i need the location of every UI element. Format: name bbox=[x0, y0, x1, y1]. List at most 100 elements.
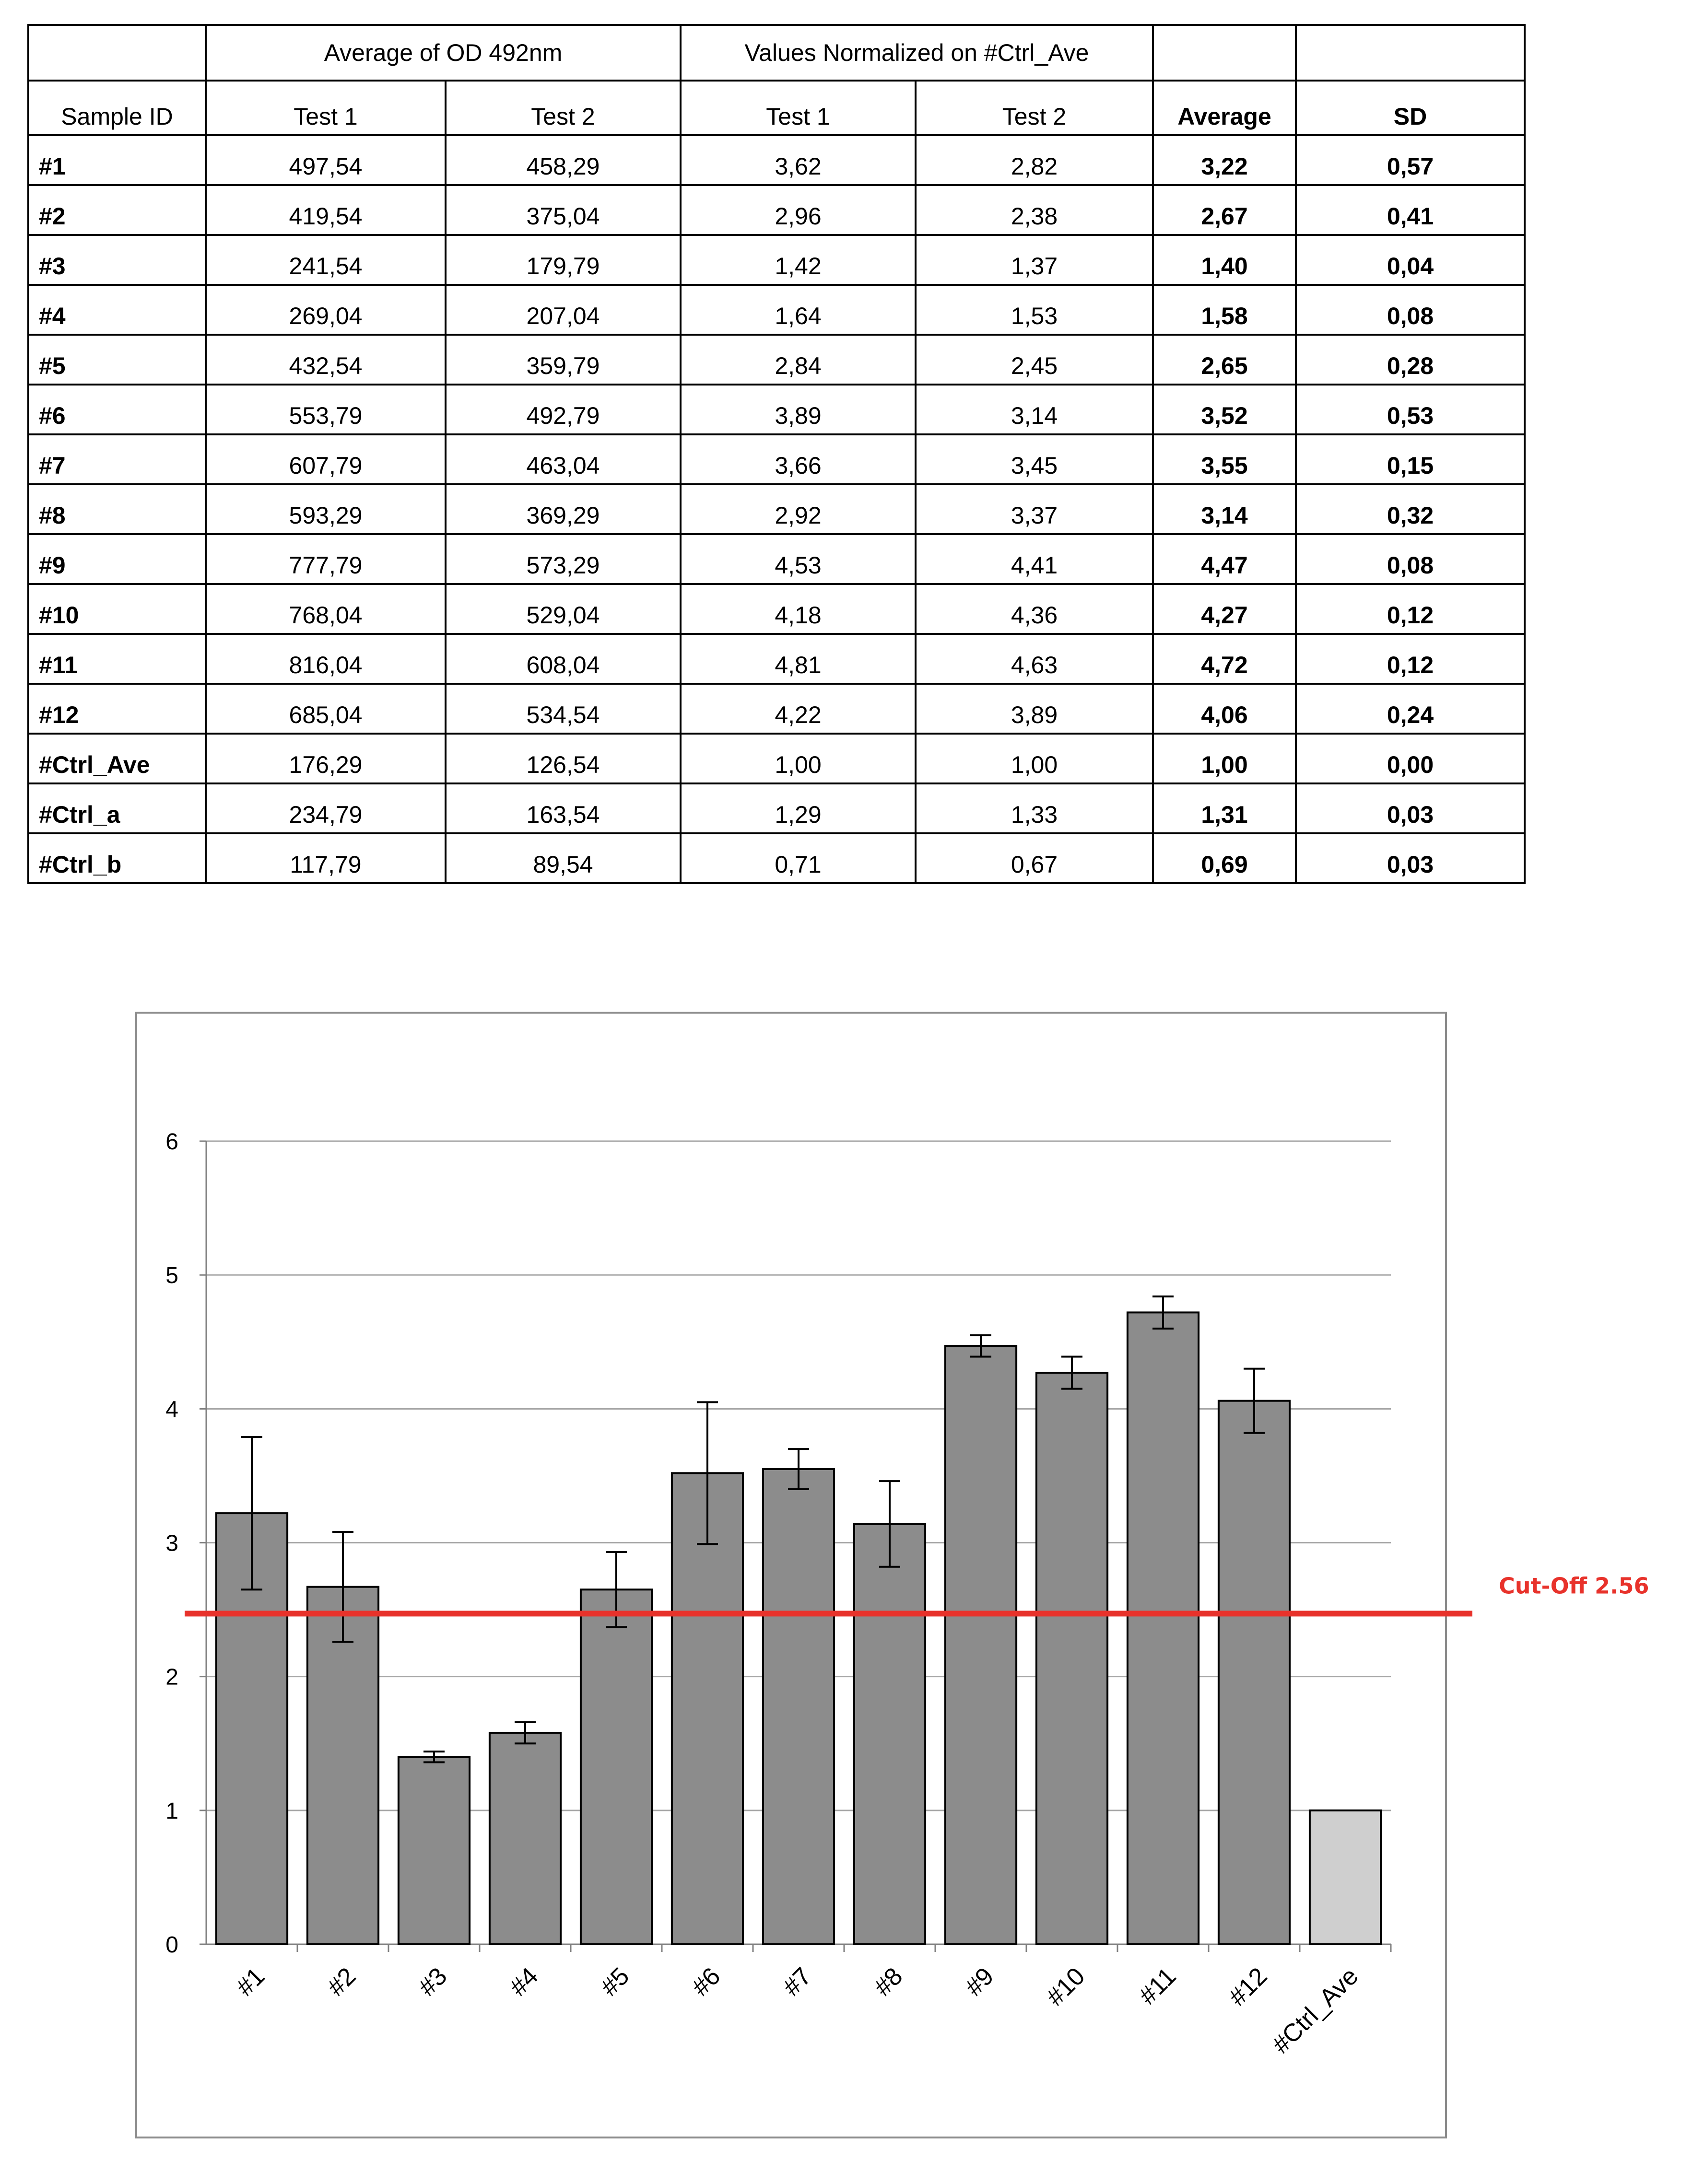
sd-cell: 0,03 bbox=[1295, 783, 1526, 834]
table-row: #4 269,04 207,04 1,64 1,53 1,58 0,08 bbox=[27, 284, 1526, 336]
od-value-cell: 553,79 bbox=[205, 384, 447, 435]
cutoff-label: Cut-Off 2.56 bbox=[1499, 1573, 1649, 1599]
bar bbox=[397, 1756, 471, 1945]
table-row: #3 241,54 179,79 1,42 1,37 1,40 0,04 bbox=[27, 234, 1526, 286]
table-row: #Ctrl_Ave 176,29 126,54 1,00 1,00 1,00 0,00 bbox=[27, 733, 1526, 784]
table-row: #5 432,54 359,79 2,84 2,45 2,65 0,28 bbox=[27, 334, 1526, 385]
normalized-value-cell: 3,66 bbox=[680, 433, 917, 485]
normalized-value-cell: 4,81 bbox=[680, 633, 917, 685]
x-category-label: #2 bbox=[322, 1962, 362, 2001]
y-tick-label: 0 bbox=[165, 1932, 178, 1958]
col-header-norm-test1: Test 1 bbox=[680, 80, 917, 136]
od-value-cell: 359,79 bbox=[445, 334, 682, 385]
col-header-od-test2: Test 2 bbox=[445, 80, 682, 136]
sd-cell: 0,15 bbox=[1295, 433, 1526, 485]
table-row: #Ctrl_b 117,79 89,54 0,71 0,67 0,69 0,03 bbox=[27, 832, 1526, 884]
results-table: Average of OD 492nm Values Normalized on… bbox=[27, 24, 1526, 884]
x-category-label: #4 bbox=[505, 1962, 544, 2001]
normalized-value-cell: 4,18 bbox=[680, 583, 917, 635]
table-row: #11 816,04 608,04 4,81 4,63 4,72 0,12 bbox=[27, 633, 1526, 685]
sd-cell: 0,28 bbox=[1295, 334, 1526, 385]
normalized-value-cell: 2,92 bbox=[680, 483, 917, 535]
chart-frame: 0 1 2 3 4 5 6 #1 #2 #3 #4 #5 #6 #7 #8 #9 #10 #11 #12 #Ctrl_… bbox=[135, 1012, 1447, 2138]
average-cell: 3,52 bbox=[1152, 384, 1297, 435]
sample-id-cell: #10 bbox=[27, 583, 207, 635]
sample-id-cell: #9 bbox=[27, 533, 207, 585]
normalized-value-cell: 4,41 bbox=[914, 533, 1154, 585]
average-cell: 4,72 bbox=[1152, 633, 1297, 685]
od-value-cell: 458,29 bbox=[445, 134, 682, 186]
table-row: #Ctrl_a 234,79 163,54 1,29 1,33 1,31 0,03 bbox=[27, 783, 1526, 834]
x-category-label: #5 bbox=[596, 1962, 635, 2001]
od-value-cell: 207,04 bbox=[445, 284, 682, 336]
bar bbox=[762, 1468, 835, 1945]
normalized-value-cell: 1,42 bbox=[680, 234, 917, 286]
x-category-label: #8 bbox=[869, 1962, 908, 2001]
od-value-cell: 608,04 bbox=[445, 633, 682, 685]
od-value-cell: 176,29 bbox=[205, 733, 447, 784]
normalized-value-cell: 4,53 bbox=[680, 533, 917, 585]
normalized-value-cell: 0,71 bbox=[680, 832, 917, 884]
table-row: #2 419,54 375,04 2,96 2,38 2,67 0,41 bbox=[27, 184, 1526, 236]
sample-id-cell: #11 bbox=[27, 633, 207, 685]
sd-cell: 0,04 bbox=[1295, 234, 1526, 286]
average-cell: 3,55 bbox=[1152, 433, 1297, 485]
od-value-cell: 179,79 bbox=[445, 234, 682, 286]
table-row: #7 607,79 463,04 3,66 3,45 3,55 0,15 bbox=[27, 433, 1526, 485]
average-cell: 4,27 bbox=[1152, 583, 1297, 635]
sd-cell: 0,00 bbox=[1295, 733, 1526, 784]
average-cell: 1,58 bbox=[1152, 284, 1297, 336]
y-tick-label: 3 bbox=[165, 1531, 178, 1556]
bar bbox=[1308, 1809, 1382, 1946]
x-category-label: #7 bbox=[778, 1962, 817, 2001]
od-value-cell: 534,54 bbox=[445, 683, 682, 735]
col-header-sd: SD bbox=[1295, 80, 1526, 136]
sample-id-cell: #5 bbox=[27, 334, 207, 385]
bar bbox=[306, 1586, 380, 1945]
normalized-value-cell: 2,38 bbox=[914, 184, 1154, 236]
od-value-cell: 777,79 bbox=[205, 533, 447, 585]
od-value-cell: 685,04 bbox=[205, 683, 447, 735]
od-value-cell: 432,54 bbox=[205, 334, 447, 385]
sd-cell: 0,32 bbox=[1295, 483, 1526, 535]
y-tick-label: 2 bbox=[165, 1665, 178, 1690]
sample-id-cell: #6 bbox=[27, 384, 207, 435]
normalized-value-cell: 1,64 bbox=[680, 284, 917, 336]
normalized-value-cell: 3,14 bbox=[914, 384, 1154, 435]
normalized-value-cell: 0,67 bbox=[914, 832, 1154, 884]
normalized-value-cell: 3,37 bbox=[914, 483, 1154, 535]
group-header-od: Average of OD 492nm bbox=[205, 24, 682, 82]
sample-id-cell: #Ctrl_Ave bbox=[27, 733, 207, 784]
col-header-sample-id: Sample ID bbox=[27, 80, 207, 136]
sd-cell: 0,41 bbox=[1295, 184, 1526, 236]
normalized-value-cell: 1,53 bbox=[914, 284, 1154, 336]
table-row: #1 497,54 458,29 3,62 2,82 3,22 0,57 bbox=[27, 134, 1526, 186]
od-value-cell: 419,54 bbox=[205, 184, 447, 236]
y-tick-label: 5 bbox=[165, 1263, 178, 1288]
od-value-cell: 816,04 bbox=[205, 633, 447, 685]
od-value-cell: 126,54 bbox=[445, 733, 682, 784]
bar bbox=[488, 1731, 562, 1945]
average-cell: 2,67 bbox=[1152, 184, 1297, 236]
average-cell: 1,00 bbox=[1152, 733, 1297, 784]
od-value-cell: 497,54 bbox=[205, 134, 447, 186]
average-cell: 1,40 bbox=[1152, 234, 1297, 286]
table-group-header-row: Average of OD 492nm Values Normalized on… bbox=[27, 24, 1526, 82]
group-header-empty-average bbox=[1152, 24, 1297, 82]
average-cell: 4,47 bbox=[1152, 533, 1297, 585]
normalized-value-cell: 2,45 bbox=[914, 334, 1154, 385]
col-header-norm-test2: Test 2 bbox=[914, 80, 1154, 136]
od-value-cell: 492,79 bbox=[445, 384, 682, 435]
x-category-label: #9 bbox=[960, 1962, 999, 2001]
od-value-cell: 607,79 bbox=[205, 433, 447, 485]
bar bbox=[579, 1588, 653, 1946]
normalized-value-cell: 3,45 bbox=[914, 433, 1154, 485]
group-header-empty-sd bbox=[1295, 24, 1526, 82]
od-value-cell: 369,29 bbox=[445, 483, 682, 535]
table-row: #10 768,04 529,04 4,18 4,36 4,27 0,12 bbox=[27, 583, 1526, 635]
normalized-value-cell: 3,89 bbox=[680, 384, 917, 435]
bar-chart: 0 1 2 3 4 5 6 #1 #2 #3 #4 #5 #6 #7 #8 #9 #10 #11 #12#Ctrl_… bbox=[165, 1129, 1392, 2059]
sd-cell: 0,08 bbox=[1295, 284, 1526, 336]
col-header-average: Average bbox=[1152, 80, 1297, 136]
sample-id-cell: #2 bbox=[27, 184, 207, 236]
